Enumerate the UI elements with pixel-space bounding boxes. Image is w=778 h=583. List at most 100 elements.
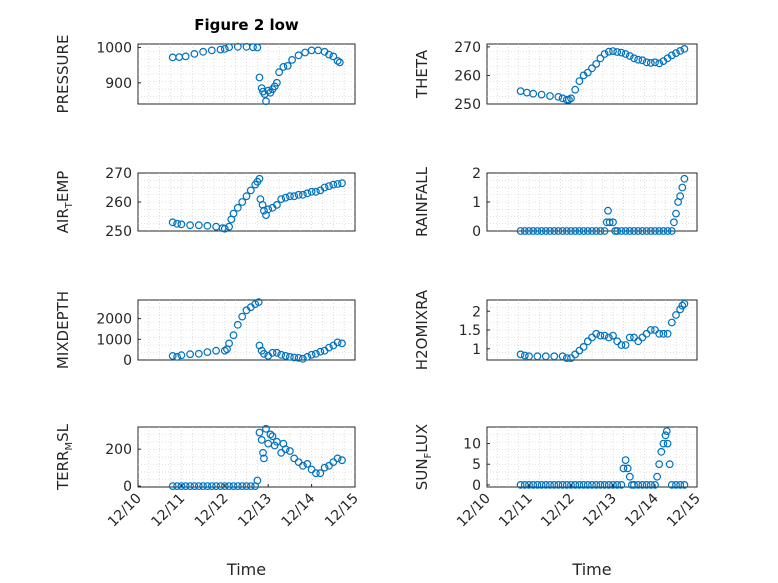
data-point [294, 51, 303, 60]
data-point [676, 481, 685, 489]
data-point [335, 58, 344, 67]
data-point [260, 454, 268, 463]
data-point [168, 482, 177, 491]
data-point [181, 482, 190, 491]
panel-pressure: 900 1000 PRESSURE Figure 2 low [54, 16, 356, 114]
data-point [659, 439, 668, 448]
data-point [663, 227, 672, 235]
data-point [575, 481, 584, 489]
data-point [268, 432, 277, 441]
data-point [255, 73, 264, 82]
y-tick-label: 270 [105, 166, 132, 182]
data-point [194, 221, 203, 230]
data-point [220, 482, 229, 491]
data-point [525, 227, 533, 235]
data-point [634, 227, 643, 235]
y-tick-label: 260 [105, 195, 132, 211]
data-point [186, 221, 195, 230]
data-point [229, 482, 238, 491]
data-point [613, 481, 622, 489]
data-point [173, 482, 182, 491]
data-point [194, 482, 203, 491]
data-point [592, 227, 601, 235]
data-point [281, 352, 290, 360]
data-point [630, 227, 638, 235]
data-point [533, 227, 542, 235]
data-point [290, 192, 299, 201]
y-tick-label: 5 [472, 457, 481, 473]
data-point [613, 227, 622, 235]
data-point [242, 192, 251, 201]
data-point [260, 206, 268, 215]
data-point [546, 227, 554, 235]
data-point [579, 343, 588, 351]
x-axis-label: Time [571, 560, 611, 579]
data-point [283, 62, 292, 70]
data-point [277, 195, 286, 204]
y-axis-label: MIXDEPTH [54, 291, 72, 369]
data-point [529, 227, 538, 235]
data-point [303, 353, 312, 361]
data-point [646, 59, 655, 67]
y-tick-label: 200 [105, 442, 132, 458]
data-point [588, 64, 596, 73]
data-point [325, 343, 333, 352]
data-point [516, 227, 525, 235]
data-point [238, 312, 247, 321]
data-point [600, 481, 609, 489]
data-point [600, 331, 609, 340]
data-point [203, 221, 212, 230]
y-tick-label: 270 [454, 40, 481, 56]
data-point [225, 222, 234, 231]
data-point [529, 89, 538, 98]
x-tick-label: 12/15 [322, 491, 362, 531]
data-point [678, 183, 687, 192]
data-point [312, 469, 320, 478]
data-point [266, 430, 275, 439]
data-point [651, 227, 659, 235]
data-point [541, 481, 550, 489]
y-tick-label: 1 [472, 195, 481, 211]
data-point [186, 482, 195, 491]
x-tick-label: 12/10 [105, 491, 145, 531]
data-point [177, 351, 186, 360]
data-point [299, 461, 307, 470]
data-point [320, 183, 329, 192]
data-point [333, 180, 342, 188]
data-point [333, 454, 342, 463]
y-axis-label: PRESSURE [54, 35, 72, 114]
data-point [216, 45, 225, 54]
data-point [672, 209, 680, 218]
data-point [617, 341, 626, 349]
data-point [286, 192, 294, 201]
data-point [562, 95, 571, 104]
y-tick-label: 1000 [96, 41, 132, 57]
data-point [207, 482, 216, 491]
data-point [667, 481, 676, 489]
data-point [262, 424, 270, 433]
data-point [646, 227, 655, 235]
y-tick-label: 900 [105, 76, 132, 92]
data-point [655, 59, 664, 68]
data-point [571, 85, 580, 94]
data-point [329, 180, 338, 189]
data-point [259, 448, 267, 457]
x-tick-label: 12/13 [235, 491, 275, 531]
data-point [190, 50, 199, 58]
data-point [558, 227, 567, 235]
data-point [623, 464, 632, 473]
data-point [275, 68, 284, 77]
data-point [307, 350, 316, 359]
data-point [630, 54, 638, 63]
data-point [667, 227, 676, 235]
data-point [525, 481, 533, 489]
data-point [246, 186, 255, 195]
y-tick-label: 0 [472, 224, 481, 240]
data-point [609, 218, 617, 227]
data-point [286, 353, 294, 361]
data-point [600, 50, 609, 58]
y-axis-label: TERRMSL [54, 423, 75, 491]
data-point [316, 347, 325, 356]
panel-theta: 250 260 270 THETA [413, 40, 698, 113]
data-point [233, 42, 242, 51]
